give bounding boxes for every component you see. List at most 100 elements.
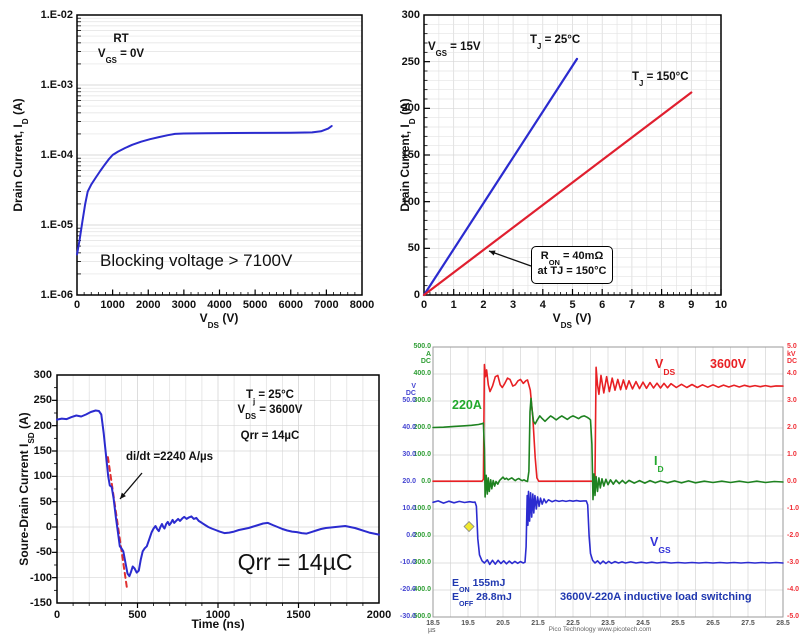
y-tick-label: 1.E-03 [40, 79, 73, 91]
x-tick-label: 1000 [205, 609, 231, 621]
output-label-tj25: TJ = 25°C [530, 34, 581, 52]
x-tick-label: 4000 [207, 299, 232, 311]
ron-callout-arrow-head [489, 250, 496, 256]
scope-v-axis-label: -30.0 [400, 613, 416, 620]
tj150-line [422, 91, 693, 297]
scope-vgs-trace-label: VGS [650, 535, 671, 555]
didt-arrow-head [120, 492, 126, 499]
x-tick-label: 1500 [286, 609, 311, 621]
scope-x-tick: 18.5 [426, 620, 440, 627]
rr-condition-tj: Tj = 25°C [245, 389, 294, 407]
scope-a-axis-label: 400.0 [413, 370, 431, 377]
scope-a-axis-label: -200.0 [411, 532, 431, 539]
rr-condition-vds: VDS = 3600V [237, 404, 303, 422]
x-tick-label: 0 [73, 299, 81, 311]
y-tick-label: -100 [29, 571, 52, 584]
scope-kv-axis-label: -2.0 [787, 532, 800, 539]
scope-x-tick: 22.5 [566, 620, 580, 627]
rr-didt-label: di/dt =2240 A/µs [126, 451, 214, 463]
rr-x-axis-title: Time (ns) [191, 617, 245, 631]
scope-v-axis-label: -20.0 [400, 586, 416, 593]
scope-v-axis-label: 20.0 [402, 478, 416, 485]
x-tick-label: 8 [658, 299, 665, 311]
x-tick-label: 1000 [100, 299, 125, 311]
x-tick-label: 6000 [278, 299, 303, 311]
scope-kv-axis-label: 1.0 [787, 451, 797, 458]
scope-a-axis-label: -500.0 [411, 613, 431, 620]
scope-x-tick: 25.5 [671, 620, 685, 627]
trigger-marker-icon [463, 520, 475, 533]
output-plot-border [423, 14, 722, 296]
scope-footer-brand: Pico Technology www.picotech.com [548, 626, 652, 633]
scope-a-axis-label: -100.0 [411, 505, 431, 512]
y-tick-label: -150 [29, 597, 52, 609]
x-tick-label: 0 [420, 299, 428, 311]
x-tick-label: 9 [688, 299, 695, 311]
scope-a-axis-label: -300.0 [411, 559, 431, 566]
y-tick-label: 200 [33, 419, 52, 432]
y-tick-label: -50 [36, 546, 52, 559]
scope-a-axis-header: DC [420, 358, 431, 365]
tj25-line [422, 57, 579, 297]
y-tick-label: 300 [401, 9, 420, 21]
x-tick-label: 3 [510, 299, 517, 311]
x-tick-label: 7000 [314, 299, 339, 311]
scope-x-tick: 24.5 [636, 620, 650, 627]
y-tick-label: 300 [33, 369, 52, 381]
scope-kv-axis-label: -4.0 [787, 586, 800, 593]
scope-kv-axis-label: 2.0 [787, 424, 797, 431]
x-tick-label: 5 [569, 299, 576, 311]
scope-a-axis-label: 500.0 [413, 343, 431, 350]
scope-v-axis-label: 10.0 [402, 505, 416, 512]
scope-kv-axis-label: -5.0 [787, 613, 800, 620]
y-tick-label: 150 [33, 445, 52, 457]
scope-x-tick: 23.5 [601, 620, 615, 627]
output-condition-vgs: VGS = 15V [428, 41, 481, 59]
ron-callout-line1: RON = 40mΩ [540, 250, 604, 268]
ron-callout-line2: at TJ = 150°C [537, 265, 607, 277]
blocking-condition-vgs: VGS = 0V [97, 48, 145, 66]
scope-kv-axis-label: 0.0 [787, 478, 797, 485]
y-tick-label: 100 [401, 195, 420, 208]
blocking-condition-rt: RT [113, 33, 129, 45]
x-tick-label: 1 [450, 299, 457, 311]
output-label-tj150: TJ = 150°C [632, 71, 689, 89]
scope-caption: 3600V-220A inductive load switching [560, 591, 752, 603]
scope-a-axis-label: 0.0 [421, 478, 431, 485]
scope-a-axis-label: 300.0 [413, 397, 431, 404]
y-tick-label: 1.E-05 [40, 219, 73, 231]
rr-qrr-big-label: Qrr = 14µC [237, 549, 353, 575]
x-tick-label: 4 [539, 299, 546, 311]
x-tick-label: 2 [480, 299, 487, 311]
scope-x-tick: 27.5 [741, 620, 755, 627]
output-x-axis-title: VDS (V) [552, 311, 592, 331]
rr-plot-border [56, 374, 380, 604]
scope-kv-axis-label: -1.0 [787, 505, 800, 512]
y-tick-label: 50 [407, 242, 420, 255]
vgs-trace [432, 490, 784, 566]
scope-x-tick: 26.5 [706, 620, 720, 627]
scope-a-axis-label: 200.0 [413, 424, 431, 431]
scope-v-axis-label: -10.0 [400, 559, 416, 566]
scope-a-axis-header: A [425, 351, 431, 358]
scope-v-axis-label: 40.0 [402, 424, 416, 431]
x-tick-label: 0 [53, 609, 61, 621]
y-tick-label: 50 [39, 495, 52, 508]
x-tick-label: 8000 [349, 299, 375, 311]
y-tick-label: 100 [33, 470, 52, 483]
scope-time-unit: µs [428, 627, 436, 634]
y-tick-label: 1.E-02 [40, 9, 73, 21]
rr-condition-qrr: Qrr = 14µC [240, 430, 300, 442]
ron-callout-box: RON = 40mΩ at TJ = 150°C [531, 246, 613, 284]
y-tick-label: 250 [401, 55, 420, 68]
vds-trace [432, 363, 784, 483]
scope-vds-value-label: 3600V [710, 357, 747, 371]
x-tick-label: 500 [128, 609, 147, 621]
scope-x-tick: 21.5 [531, 620, 545, 627]
scope-kv-axis-label: -3.0 [787, 559, 800, 566]
scope-eoff-label: EOFF 28.8mJ [452, 591, 512, 609]
y-tick-label: 0 [45, 521, 52, 533]
scope-vds-trace-label: VDS [655, 357, 676, 377]
scope-a-axis-label: -400.0 [411, 586, 431, 593]
